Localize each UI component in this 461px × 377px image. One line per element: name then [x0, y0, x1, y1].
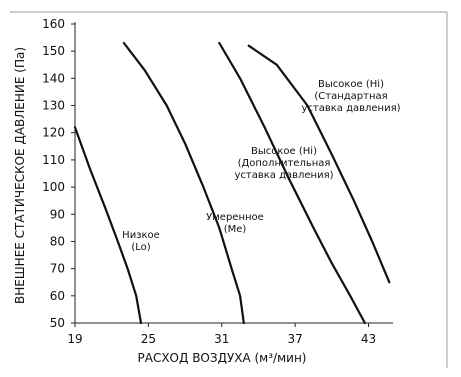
series-line-low [73, 126, 143, 325]
annotation-line: Высокое (Hi) [318, 79, 384, 90]
annotation-medium: Умеренное (Me) [206, 212, 264, 235]
y-tick-label: 70 [50, 262, 65, 276]
y-tick-label: 150 [42, 44, 65, 58]
annotation-line: уставка давления) [234, 170, 333, 181]
annotation-low: Низкое (Lo) [122, 230, 160, 253]
annotation-line: Умеренное [206, 212, 264, 223]
y-tick-label: 90 [50, 207, 65, 221]
y-tick-label: 60 [50, 289, 65, 303]
annotation-high-additional: Высокое (Hi) (Дополнительная уставка давле… [234, 146, 333, 181]
annotation-line: (Me) [224, 224, 247, 235]
annotation-line: Высокое (Hi) [251, 146, 317, 157]
x-tick-label: 25 [141, 332, 156, 346]
y-tick-label: 80 [50, 234, 65, 248]
annotation-high-standard: Высокое (Hi) (Стандартная уставка давления… [301, 79, 400, 114]
x-tick-label: 19 [67, 332, 82, 346]
series-line-high-standard [247, 44, 391, 284]
annotation-line: уставка давления) [301, 103, 400, 114]
y-tick-label: 100 [42, 180, 65, 194]
series-line-high-additional [218, 41, 366, 325]
y-tick-label: 50 [50, 316, 65, 330]
y-tick-label: 160 [42, 17, 65, 31]
annotation-line: (Lo) [131, 242, 150, 253]
annotation-line: (Дополнительная [238, 158, 331, 169]
x-tick-label: 37 [288, 332, 303, 346]
annotation-line: (Стандартная [314, 91, 387, 102]
y-tick-label: 120 [42, 126, 65, 140]
x-tick-label: 43 [361, 332, 376, 346]
x-tick-label: 31 [214, 332, 229, 346]
x-axis-title: РАСХОД ВОЗДУХА (м³/мин) [138, 351, 307, 365]
annotation-line: Низкое [122, 230, 160, 241]
y-tick-label: 110 [42, 153, 65, 167]
y-axis-title: ВНЕШНЕЕ СТАТИЧЕСКОЕ ДАВЛЕНИЕ (Па) [13, 47, 27, 304]
y-tick-label: 130 [42, 99, 65, 113]
y-tick-label: 140 [42, 71, 65, 85]
series-line-medium [122, 41, 245, 325]
